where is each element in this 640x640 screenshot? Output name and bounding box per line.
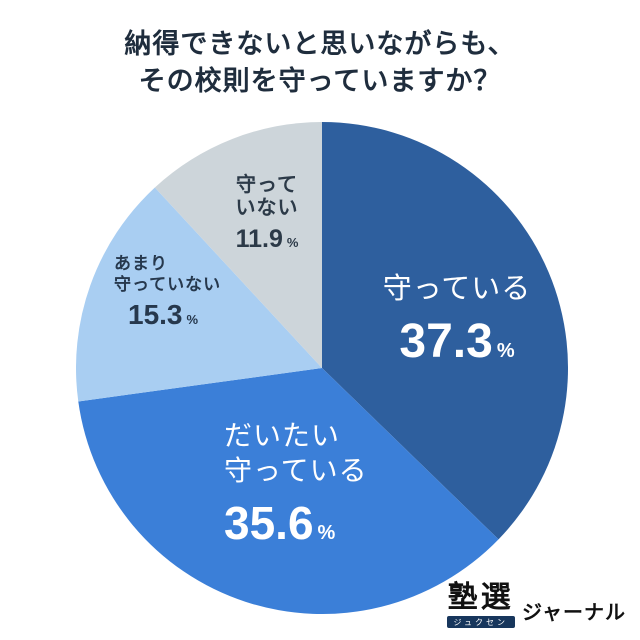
slice-label-text: 守っている — [382, 273, 532, 305]
logo-brand-block: 塾選 ジュクセン — [446, 581, 515, 628]
slice-value: 11.9% — [235, 225, 299, 253]
chart-title-line1: 納得できないと思いながらも、 — [124, 29, 516, 59]
pie-chart: 守っている 37.3% だいたい 守っている 35.6% あまり 守っていない … — [76, 122, 568, 614]
chart-title-line2: その校則を守っていますか？ — [138, 66, 502, 96]
jukusen-journal-logo: 塾選 ジュクセン ジャーナル — [446, 581, 626, 628]
pie-label-amari-mamotteinai: あまり 守っていない 15.3% — [114, 253, 221, 331]
pie-label-mamotteiru: 守っている 37.3% — [362, 270, 552, 369]
pie-slice-1 — [78, 368, 499, 614]
slice-value: 15.3% — [128, 299, 199, 330]
slice-label-text: だいたい 守っている — [224, 420, 368, 486]
pie-label-mamotteinai: 守って いない 11.9% — [207, 174, 327, 254]
percent-sign: % — [317, 522, 336, 544]
pie-slice-2 — [76, 187, 322, 402]
chart-title: 納得できないと思いながらも、 その校則を守っていますか？ — [0, 26, 640, 100]
slice-value: 35.6% — [224, 497, 336, 549]
slice-value: 37.3% — [399, 315, 515, 368]
percent-sign: % — [186, 312, 199, 327]
pie-slice-0 — [322, 122, 568, 540]
slice-label-text: 守って いない — [235, 174, 299, 219]
percent-sign: % — [496, 340, 515, 362]
pie-chart-svg — [76, 122, 568, 614]
logo-suffix-text: ジャーナル — [522, 602, 626, 624]
logo-brand-text: 塾選 — [447, 581, 514, 614]
percent-sign: % — [286, 235, 299, 250]
logo-brand-subtext: ジュクセン — [446, 616, 515, 628]
pie-slice-3 — [154, 122, 322, 368]
pie-label-daitai-mamotteiru: だいたい 守っている 35.6% — [224, 418, 368, 550]
slice-label-text: あまり 守っていない — [114, 254, 222, 294]
